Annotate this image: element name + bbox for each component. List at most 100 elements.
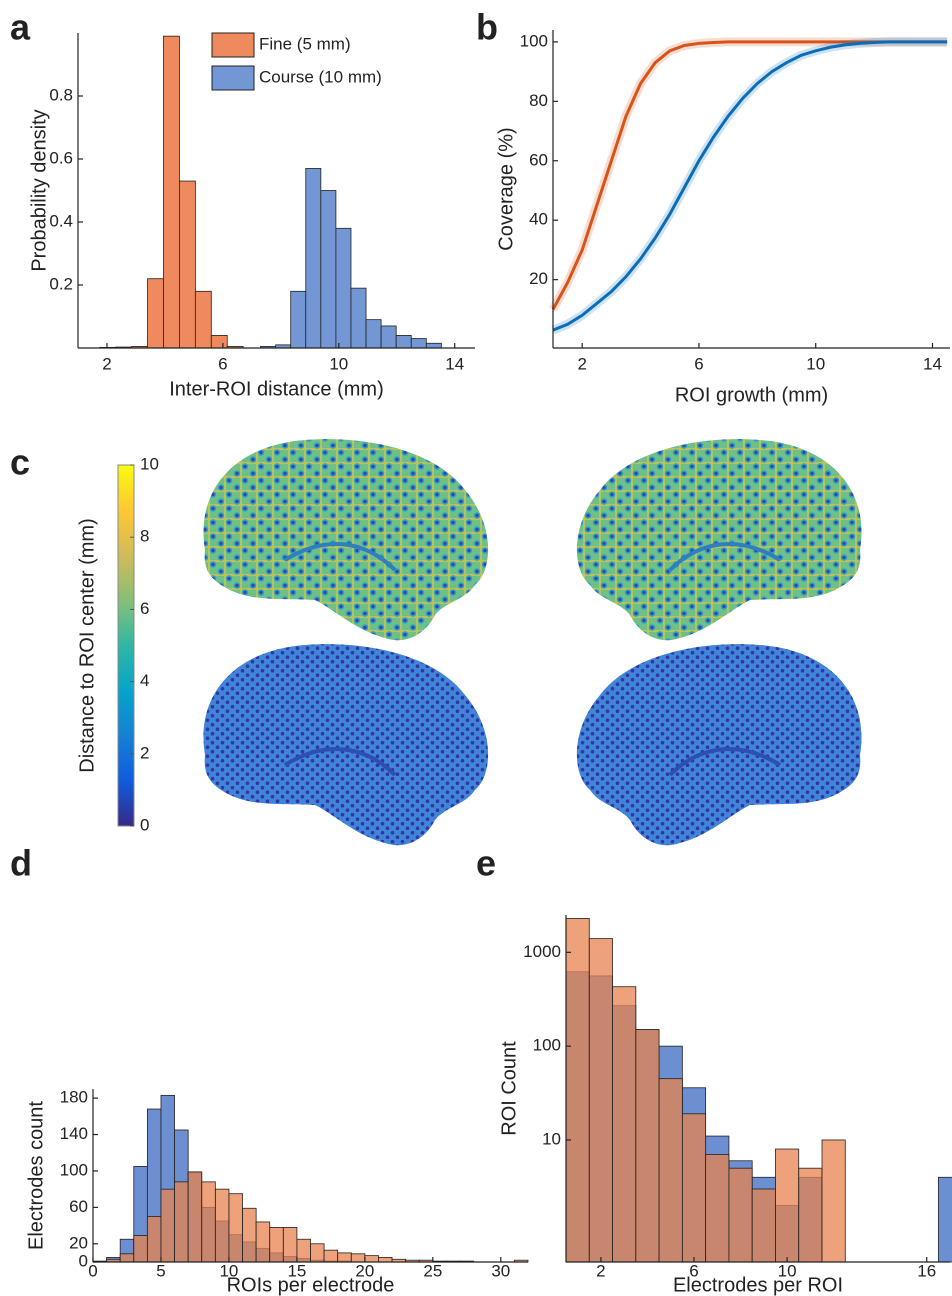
y-tick-label: 100 [60, 1160, 88, 1179]
bar [566, 918, 589, 1262]
bar [270, 1227, 284, 1262]
y-tick-label: 140 [60, 1124, 88, 1143]
bar [589, 939, 612, 1262]
bar [163, 36, 179, 348]
bar [215, 1189, 229, 1262]
x-tick-label: 14 [923, 354, 942, 373]
brain-coarse-left [203, 644, 488, 845]
brain-surfaces [203, 439, 861, 845]
bar [202, 1182, 216, 1262]
x-axis-label: ROIs per electrode [227, 1274, 395, 1296]
x-axis-label: Electrodes per ROI [673, 1274, 843, 1296]
colorbar-tick-label: 6 [140, 599, 149, 618]
panel-label: a [10, 7, 31, 48]
y-tick-label: 180 [60, 1088, 88, 1107]
legend-swatch [212, 66, 254, 90]
figure: a0.20.40.60.8261014Inter-ROI distance (m… [0, 0, 952, 1296]
x-tick-label: 0 [88, 1261, 97, 1280]
colorbar-label: Distance to ROI center (mm) [76, 518, 98, 773]
bar [799, 1168, 822, 1262]
bar [120, 1254, 134, 1262]
y-tick-label: 40 [529, 210, 548, 229]
x-tick-label: 2 [596, 1261, 605, 1280]
bar [243, 1208, 257, 1262]
legend-swatch [212, 33, 254, 57]
panel-label: b [476, 7, 498, 48]
bar [822, 1140, 845, 1262]
colorbar-tick-label: 2 [140, 743, 149, 762]
bar [229, 1194, 243, 1262]
bar [381, 326, 396, 348]
panel-label: d [10, 843, 32, 884]
bar [283, 1227, 297, 1262]
x-axis-label: ROI growth (mm) [675, 384, 828, 406]
bar [338, 1253, 352, 1262]
x-tick-label: 25 [423, 1261, 442, 1280]
panel-label: c [10, 442, 30, 483]
y-tick-label: 100 [520, 31, 548, 50]
x-tick-label: 14 [445, 354, 464, 373]
y-tick-label: 20 [529, 269, 548, 288]
bar [729, 1168, 752, 1262]
y-tick-label: 60 [69, 1197, 88, 1216]
bar [179, 181, 195, 348]
bar [659, 1079, 682, 1262]
y-tick-label: 80 [529, 91, 548, 110]
bar [306, 168, 321, 348]
bar [195, 291, 211, 348]
x-tick-label: 6 [694, 354, 703, 373]
x-tick-label: 5 [156, 1261, 165, 1280]
bar [175, 1182, 189, 1262]
bar [161, 1189, 175, 1262]
x-tick-label: 10 [329, 354, 348, 373]
bar [211, 335, 227, 348]
y-tick-label: 60 [529, 150, 548, 169]
bar [378, 1257, 392, 1262]
bar [366, 320, 381, 348]
x-tick-label: 6 [218, 354, 227, 373]
colorbar-tick-label: 10 [140, 454, 159, 473]
y-tick-label: 20 [69, 1233, 88, 1252]
bar [291, 291, 306, 348]
y-axis-label: Probability density [28, 109, 50, 271]
bar [324, 1250, 338, 1262]
bar [147, 1216, 161, 1262]
brain-coarse-right [577, 644, 862, 845]
y-tick-label: 1000 [523, 942, 561, 961]
coverage-band [553, 42, 947, 330]
x-tick-label: 30 [491, 1261, 510, 1280]
bar [297, 1239, 311, 1262]
x-axis-label: Inter-ROI distance (mm) [169, 378, 383, 400]
legend-label: Course (10 mm) [259, 67, 382, 86]
coverage-line [553, 42, 947, 309]
bar [752, 1189, 775, 1262]
bar [706, 1154, 729, 1262]
x-tick-label: 2 [577, 354, 586, 373]
x-tick-label: 2 [102, 354, 111, 373]
bar [396, 335, 411, 348]
y-tick-label: 100 [533, 1036, 561, 1055]
bar [256, 1222, 270, 1262]
y-tick-label: 0.2 [49, 274, 73, 293]
bar [351, 288, 366, 348]
y-tick-label: 0.4 [49, 211, 73, 230]
bar [426, 343, 441, 348]
bar [336, 228, 351, 348]
colorbar [118, 465, 134, 826]
x-tick-label: 16 [917, 1261, 936, 1280]
y-axis-label: Coverage (%) [495, 127, 517, 250]
bar [682, 1114, 705, 1262]
brain-lateral-right [577, 439, 862, 640]
bar [148, 279, 164, 348]
colorbar-tick-label: 4 [140, 671, 149, 690]
x-tick-label: 10 [806, 354, 825, 373]
bar [636, 1030, 659, 1262]
bar [188, 1172, 202, 1262]
colorbar-tick-label: 0 [140, 815, 149, 834]
coverage-band [553, 42, 947, 309]
bar [411, 339, 426, 348]
y-axis-label: Electrodes count [25, 1101, 47, 1250]
bar [775, 1149, 798, 1262]
bar [134, 1236, 148, 1262]
colorbar-tick-label: 8 [140, 527, 149, 546]
